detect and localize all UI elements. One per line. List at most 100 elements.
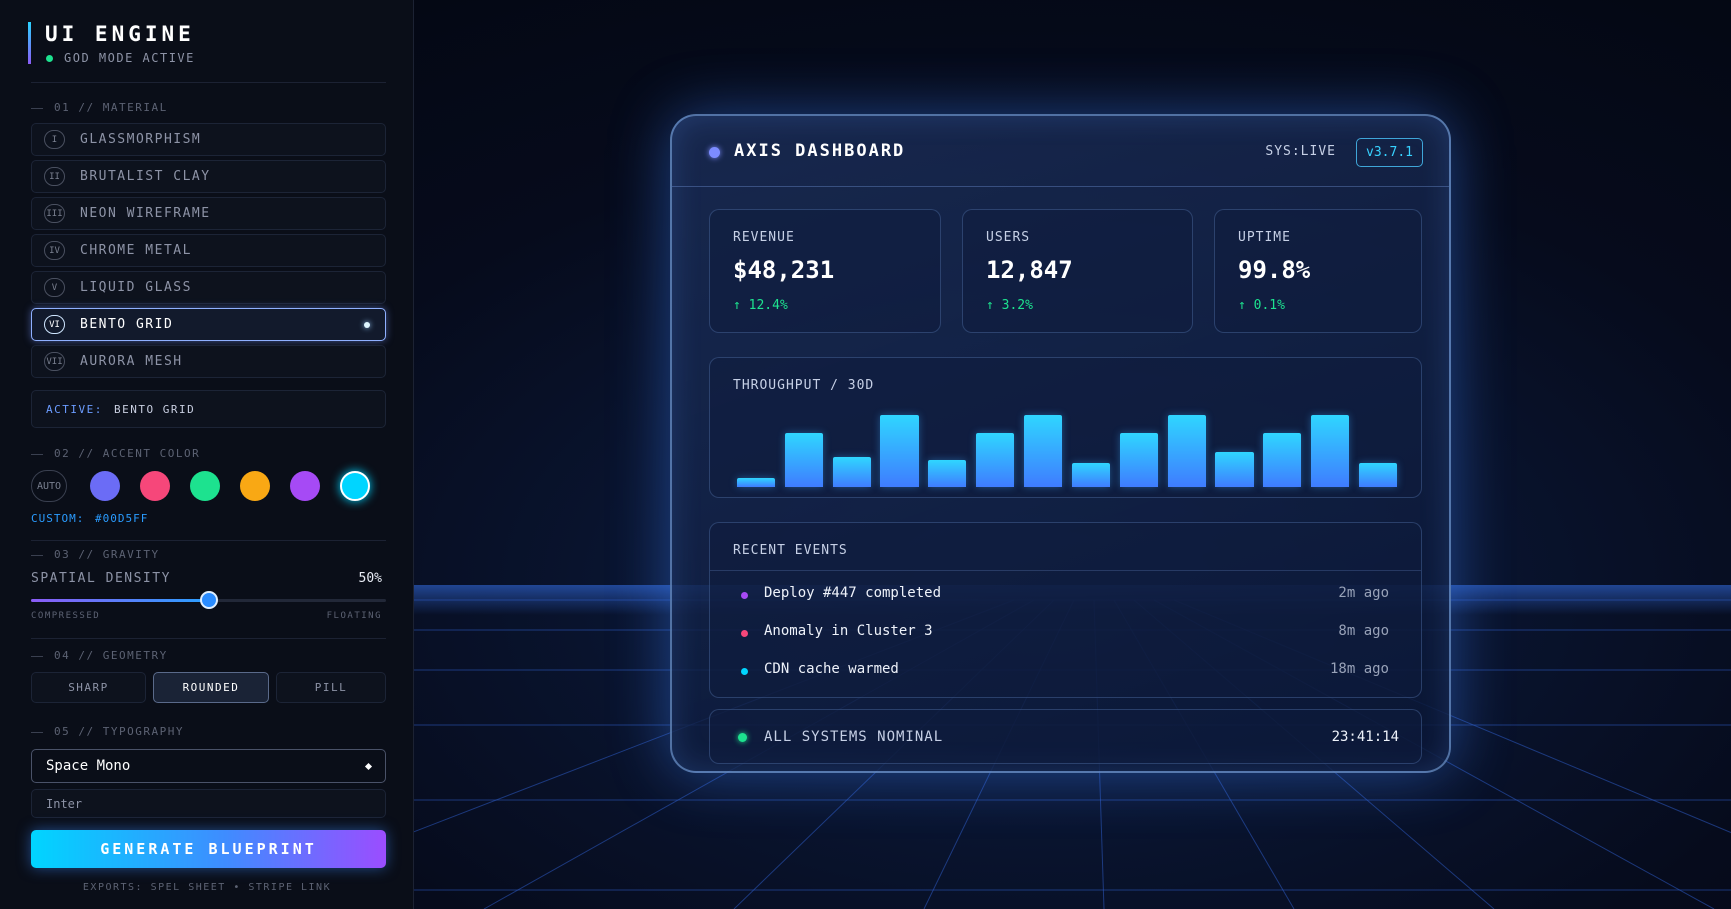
throughput-title: THROUGHPUT / 30D xyxy=(733,378,875,393)
export-footer: EXPORTS: SPEL SHEET • STRIPE LINK xyxy=(82,882,332,893)
font-option[interactable]: Inter xyxy=(31,789,386,818)
dashboard-card: AXIS DASHBOARD SYS:LIVE v3.7.1 REVENUE $48,2… xyxy=(670,114,1451,773)
generate-button[interactable]: GENERATE BLUEPRINT xyxy=(31,830,386,868)
auto-swatch[interactable]: AUTO xyxy=(31,470,67,502)
option-label: GLASSMORPHISM xyxy=(80,132,202,147)
metric-value: 12,847 xyxy=(986,256,1073,284)
option-label: NEON WIREFRAME xyxy=(80,206,211,221)
event-text: CDN cache warmed xyxy=(764,661,899,677)
option-label: CHROME METAL xyxy=(80,243,192,258)
event-time: 2m ago xyxy=(1338,585,1389,601)
bar xyxy=(1023,415,1063,487)
material-option[interactable]: III NEON WIREFRAME xyxy=(31,197,386,230)
custom-label: CUSTOM: xyxy=(31,512,85,525)
geometry-option[interactable]: PILL xyxy=(276,672,386,703)
event-dot xyxy=(741,630,748,637)
section-dash xyxy=(31,656,43,657)
bar xyxy=(928,460,967,487)
color-swatch[interactable] xyxy=(140,471,170,501)
active-label: ACTIVE: xyxy=(46,403,103,416)
metric-value: $48,231 xyxy=(733,256,835,284)
section-heading: 04 // GEOMETRY xyxy=(54,649,168,662)
bar xyxy=(976,433,1015,487)
bar xyxy=(1311,415,1350,487)
divider xyxy=(31,82,386,83)
slider-fill xyxy=(31,599,209,602)
metric-change: ↑ 3.2% xyxy=(986,298,1033,313)
slider-knob[interactable] xyxy=(199,591,218,609)
selected-dot xyxy=(364,322,370,328)
color-swatch[interactable] xyxy=(290,471,320,501)
material-option[interactable]: VI BENTO GRID xyxy=(31,308,386,341)
min-label: COMPRESSED xyxy=(31,611,101,621)
material-option[interactable]: V LIQUID GLASS xyxy=(31,271,386,304)
material-option[interactable]: IV CHROME METAL xyxy=(31,234,386,267)
event-text: Anomaly in Cluster 3 xyxy=(764,623,933,639)
section-dash xyxy=(31,454,43,455)
dashboard-title: AXIS DASHBOARD xyxy=(734,141,906,161)
events-panel: RECENT EVENTS Deploy #447 completed 2m ago… xyxy=(709,522,1422,698)
section-heading: 01 // MATERIAL xyxy=(54,101,168,114)
divider xyxy=(31,638,386,639)
metric-label: UPTIME xyxy=(1238,230,1291,245)
header-divider xyxy=(672,186,1449,187)
bar xyxy=(736,478,776,487)
metric-card: REVENUE $48,231 ↑ 12.4% xyxy=(709,209,941,333)
density-label: SPATIAL DENSITY xyxy=(31,571,171,586)
numeral-badge: III xyxy=(44,204,65,223)
metric-change: ↑ 0.1% xyxy=(1238,298,1285,313)
numeral-badge: IV xyxy=(44,241,65,260)
footer-status: ALL SYSTEMS NOMINAL xyxy=(764,729,944,745)
material-option[interactable]: II BRUTALIST CLAY xyxy=(31,160,386,193)
numeral-badge: II xyxy=(44,167,65,186)
footer-time: 23:41:14 xyxy=(1331,729,1399,745)
section-heading: 05 // TYPOGRAPHY xyxy=(54,725,184,738)
max-label: FLOATING xyxy=(326,611,382,621)
metric-change: ↑ 12.4% xyxy=(733,298,788,313)
color-swatch[interactable] xyxy=(340,471,370,501)
event-time: 18m ago xyxy=(1329,661,1389,677)
option-label: AURORA MESH xyxy=(80,354,183,369)
throughput-panel: THROUGHPUT / 30D xyxy=(709,357,1422,498)
bar xyxy=(1215,452,1254,487)
footer-dot xyxy=(738,733,747,742)
bar xyxy=(1167,415,1206,487)
option-label: BENTO GRID xyxy=(80,317,174,332)
font-select[interactable]: Space Mono xyxy=(31,749,386,783)
color-swatch[interactable] xyxy=(90,471,120,501)
divider xyxy=(31,540,386,541)
numeral-badge: VI xyxy=(44,315,65,334)
accent-bar xyxy=(28,22,31,64)
select-caret xyxy=(364,762,373,771)
version-badge: v3.7.1 xyxy=(1356,138,1423,167)
font-secondary: Inter xyxy=(46,797,83,811)
sys-status: SYS:LIVE xyxy=(1265,144,1336,159)
font-primary: Space Mono xyxy=(46,758,131,774)
geometry-option[interactable]: SHARP xyxy=(31,672,146,703)
option-label: BRUTALIST CLAY xyxy=(80,169,211,184)
events-title: RECENT EVENTS xyxy=(733,543,848,558)
section-heading: 02 // ACCENT COLOR xyxy=(54,447,201,460)
color-swatch[interactable] xyxy=(240,471,270,501)
option-label: LIQUID GLASS xyxy=(80,280,192,295)
bar xyxy=(1263,433,1302,487)
bar xyxy=(1358,462,1398,487)
bar xyxy=(1119,433,1158,487)
material-option[interactable]: VII AURORA MESH xyxy=(31,345,386,378)
events-divider xyxy=(710,570,1421,571)
bar xyxy=(784,433,823,487)
section-dash xyxy=(31,555,43,556)
footer-panel: ALL SYSTEMS NOMINAL 23:41:14 xyxy=(709,709,1422,764)
metric-card: USERS 12,847 ↑ 3.2% xyxy=(962,209,1193,333)
section-dash xyxy=(31,732,43,733)
sidebar: UI ENGINE GOD MODE ACTIVE 01 // MATERIAL I G… xyxy=(0,0,414,909)
material-option[interactable]: I GLASSMORPHISM xyxy=(31,123,386,156)
color-swatch[interactable] xyxy=(190,471,220,501)
geometry-option[interactable]: ROUNDED xyxy=(153,672,269,703)
title-dot xyxy=(709,147,720,158)
section-heading: 03 // GRAVITY xyxy=(54,548,160,561)
bar xyxy=(880,415,919,487)
metric-card: UPTIME 99.8% ↑ 0.1% xyxy=(1214,209,1422,333)
event-dot xyxy=(741,668,748,675)
